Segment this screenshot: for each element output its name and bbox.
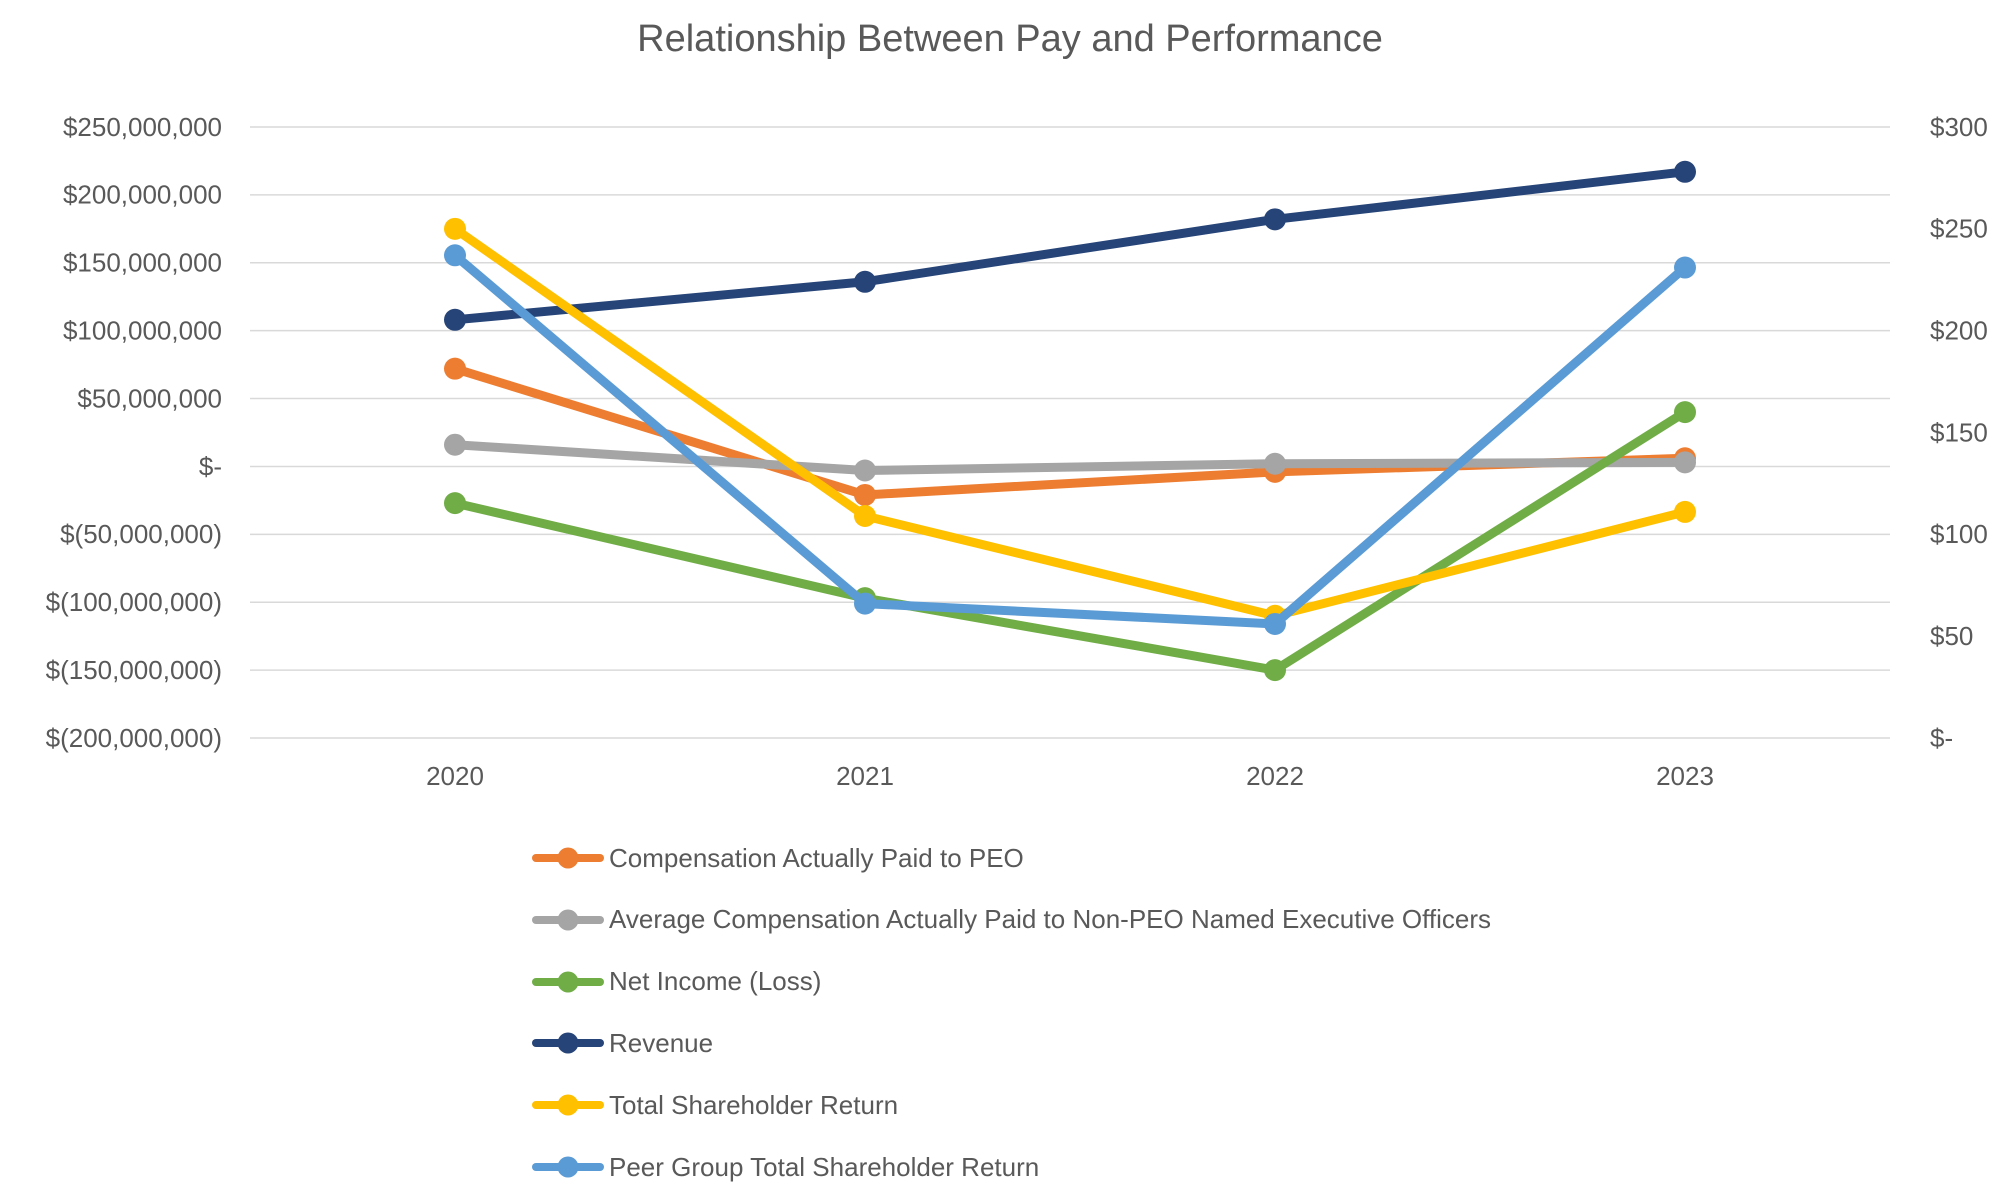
data-point-marker [854, 459, 876, 482]
y-axis-left-tick-label: $50,000,000 [77, 383, 222, 413]
data-point-marker [1674, 160, 1696, 183]
data-point-marker [1264, 612, 1286, 635]
data-point-marker [1264, 452, 1286, 475]
y-axis-right-tick-label: $- [1930, 723, 1953, 753]
data-point-marker [444, 308, 466, 331]
y-axis-left-tick-label: $(50,000,000) [60, 519, 222, 549]
data-point-marker [854, 270, 876, 293]
series-line [444, 244, 1696, 635]
series-path [450, 407, 1690, 675]
y-axis-left-tick-label: $- [199, 451, 222, 481]
data-point-marker [854, 592, 876, 615]
x-axis-tick-label: 2021 [836, 761, 894, 791]
series-line [444, 401, 1696, 682]
y-axis-right-tick-label: $150 [1930, 417, 1988, 447]
y-axis-left-tick-label: $(100,000,000) [46, 587, 222, 617]
y-axis-left-tick-label: $(150,000,000) [46, 655, 222, 685]
y-axis-right-tick-label: $200 [1930, 316, 1988, 346]
y-axis-left-tick-label: $250,000,000 [63, 112, 222, 142]
y-axis-left-tick-label: $(200,000,000) [46, 723, 222, 753]
x-axis-tick-label: 2023 [1656, 761, 1714, 791]
x-axis-tick-label: 2022 [1246, 761, 1304, 791]
chart-title: Relationship Between Pay and Performance [637, 18, 1383, 60]
x-axis-tick-label: 2020 [426, 761, 484, 791]
data-point-marker [854, 483, 876, 506]
y-axis-right-tick-label: $100 [1930, 519, 1988, 549]
y-axis-left-tick-label: $200,000,000 [63, 180, 222, 210]
data-point-marker [444, 217, 466, 240]
data-point-marker [1674, 256, 1696, 279]
y-axis-right-tick-label: $300 [1930, 112, 1988, 142]
data-point-marker [444, 492, 466, 515]
y-axis-left-tick-label: $150,000,000 [63, 248, 222, 278]
data-point-marker [854, 505, 876, 528]
data-point-marker [1264, 659, 1286, 682]
y-axis-right-tick-label: $250 [1930, 214, 1988, 244]
series-line [444, 160, 1696, 331]
series-line [444, 357, 1696, 506]
data-point-marker [1674, 451, 1696, 474]
data-point-marker [444, 433, 466, 456]
data-point-marker [1264, 208, 1286, 231]
series-path [450, 224, 1690, 621]
y-axis-right-tick-label: $50 [1930, 621, 1973, 651]
series-path [450, 167, 1690, 325]
series-path [450, 440, 1690, 476]
series-path [450, 250, 1690, 629]
data-point-marker [444, 244, 466, 267]
data-point-marker [1674, 500, 1696, 523]
data-point-marker [1674, 401, 1696, 424]
data-point-marker [444, 357, 466, 380]
series-line [444, 433, 1696, 482]
y-axis-left-tick-label: $100,000,000 [63, 316, 222, 346]
